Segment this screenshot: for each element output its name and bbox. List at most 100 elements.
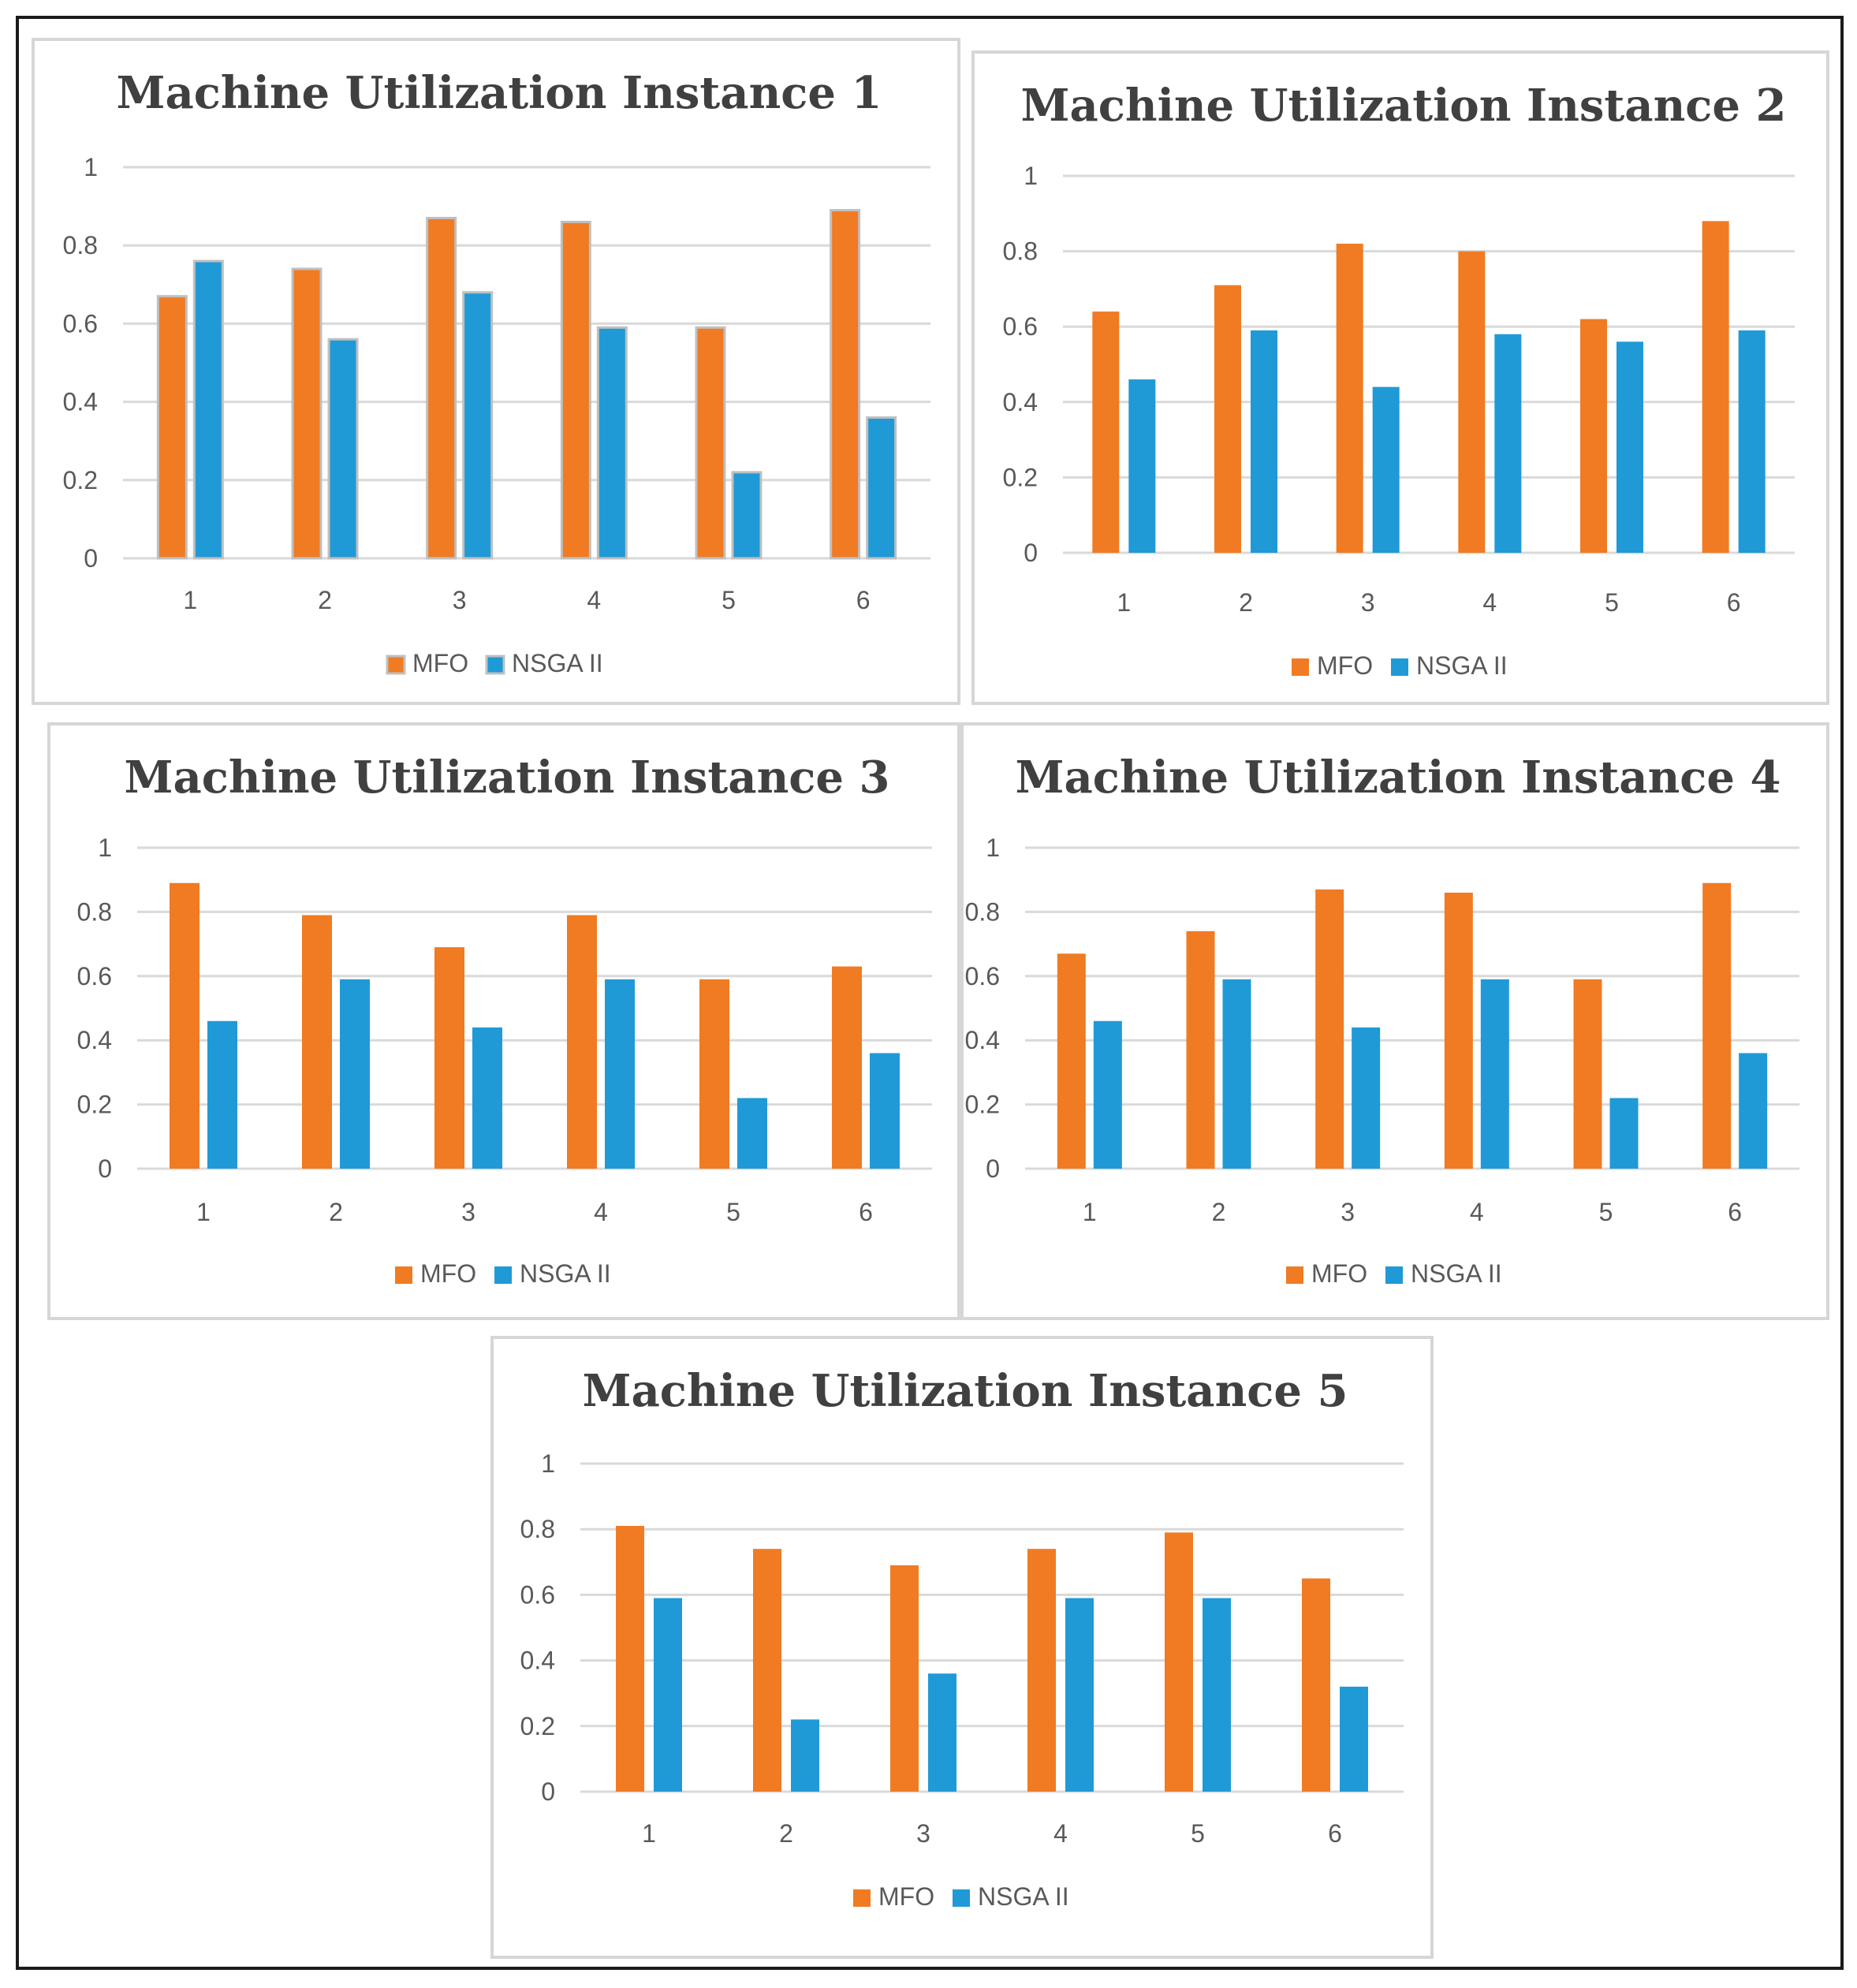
y-tick-label: 0.8 bbox=[63, 231, 98, 259]
legend: MFO NSGA II bbox=[1286, 1259, 1502, 1288]
x-tick-label: 4 bbox=[1470, 1198, 1484, 1226]
legend-label-nsga: NSGA II bbox=[978, 1882, 1069, 1911]
bar-nsga-3 bbox=[928, 1673, 956, 1792]
bar-nsga-6 bbox=[1738, 330, 1766, 553]
bar-nsga-2 bbox=[327, 338, 359, 560]
chart-title: Machine Utilization Instance 3 bbox=[124, 752, 889, 804]
x-tick-label: 6 bbox=[856, 586, 871, 614]
bar-nsga-3 bbox=[472, 1027, 502, 1169]
legend-swatch-nsga bbox=[1385, 1266, 1403, 1284]
legend-label-mfo: MFO bbox=[878, 1882, 934, 1911]
y-tick-label: 0 bbox=[84, 544, 98, 573]
x-tick-label: 6 bbox=[1727, 588, 1741, 617]
x-tick-label: 6 bbox=[1728, 1198, 1742, 1226]
x-tick-label: 1 bbox=[196, 1198, 211, 1226]
x-tick-label: 2 bbox=[779, 1819, 793, 1848]
bar-nsga-5 bbox=[737, 1098, 767, 1169]
bar-mfo-6 bbox=[830, 209, 861, 560]
bar-mfo-2 bbox=[291, 267, 323, 560]
bar-mfo-5 bbox=[1165, 1532, 1193, 1792]
bar-mfo-5 bbox=[695, 326, 726, 560]
bar-mfo-1 bbox=[170, 882, 199, 1169]
bar-chart: Machine Utilization Instance 2 0 0.2 0.4 0.6… bbox=[1003, 80, 1795, 680]
bar-mfo-1 bbox=[156, 295, 188, 560]
x-tick-label: 2 bbox=[318, 586, 332, 614]
bar-mfo-3 bbox=[890, 1565, 919, 1792]
bar-nsga-6 bbox=[1739, 1053, 1768, 1169]
legend-swatch-mfo bbox=[386, 655, 406, 675]
bar-nsga-1 bbox=[654, 1598, 682, 1792]
bar-nsga-5 bbox=[1609, 1098, 1639, 1169]
bar-nsga-4 bbox=[1494, 334, 1522, 553]
bar-mfo-2 bbox=[753, 1549, 781, 1792]
bar-chart: Machine Utilization Instance 5 0 0.2 0.4 0.6… bbox=[520, 1365, 1404, 1911]
chart-title: Machine Utilization Instance 1 bbox=[116, 67, 882, 119]
legend-swatch-mfo bbox=[1292, 658, 1309, 676]
legend-swatch-nsga bbox=[494, 1266, 512, 1284]
y-tick-label: 0 bbox=[986, 1154, 1000, 1183]
legend: MFO NSGA II bbox=[1292, 651, 1508, 680]
bar-mfo-6 bbox=[832, 966, 862, 1169]
legend-swatch-nsga bbox=[485, 655, 505, 675]
legend-label-nsga: NSGA II bbox=[1416, 651, 1508, 680]
x-tick-label: 6 bbox=[859, 1198, 873, 1226]
x-tick-label: 5 bbox=[1191, 1819, 1205, 1848]
bar-mfo-6 bbox=[1302, 1578, 1330, 1792]
chart-panel-instance-2: Machine Utilization Instance 2 0 0.2 0.4 0.6… bbox=[971, 50, 1829, 705]
y-tick-label: 0.8 bbox=[965, 897, 1000, 926]
bar-mfo-4 bbox=[1444, 892, 1473, 1169]
y-tick-label: 0.2 bbox=[77, 1091, 112, 1119]
x-tick-label: 1 bbox=[1083, 1198, 1097, 1226]
y-tick-label: 1 bbox=[541, 1449, 555, 1478]
bar-mfo-4 bbox=[1458, 251, 1486, 553]
y-tick-label: 0.6 bbox=[1003, 312, 1038, 341]
bar-nsga-1 bbox=[207, 1020, 237, 1169]
bar-nsga-2 bbox=[791, 1719, 819, 1792]
chart-title: Machine Utilization Instance 5 bbox=[582, 1365, 1348, 1417]
legend-swatch-mfo bbox=[853, 1889, 871, 1907]
chart-title: Machine Utilization Instance 2 bbox=[1020, 80, 1786, 132]
legend-label-mfo: MFO bbox=[412, 649, 468, 677]
bar-mfo-3 bbox=[434, 947, 464, 1169]
legend: MFO NSGA II bbox=[395, 1259, 611, 1288]
bar-mfo-5 bbox=[1573, 979, 1602, 1169]
y-tick-label: 0.6 bbox=[965, 962, 1000, 990]
y-tick-label: 0.4 bbox=[1003, 388, 1038, 416]
y-tick-label: 0.4 bbox=[520, 1647, 555, 1675]
legend-label-mfo: MFO bbox=[1317, 651, 1373, 680]
x-tick-label: 3 bbox=[1361, 588, 1375, 617]
x-tick-label: 3 bbox=[916, 1819, 930, 1848]
y-tick-label: 0.2 bbox=[520, 1712, 555, 1740]
y-tick-label: 0.8 bbox=[1003, 237, 1038, 266]
y-tick-label: 0.4 bbox=[63, 388, 98, 416]
bar-chart: Machine Utilization Instance 1 0 0.2 0.4 0.6… bbox=[63, 67, 930, 677]
bar-mfo-1 bbox=[616, 1526, 644, 1792]
legend: MFO NSGA II bbox=[386, 649, 603, 677]
x-tick-label: 5 bbox=[722, 586, 736, 614]
legend-label-mfo: MFO bbox=[420, 1259, 476, 1288]
y-tick-label: 0.6 bbox=[77, 962, 112, 990]
legend: MFO NSGA II bbox=[853, 1882, 1069, 1911]
bar-nsga-2 bbox=[340, 979, 370, 1169]
bar-chart: Machine Utilization Instance 4 0 0.2 0.4 0.6… bbox=[965, 752, 1799, 1288]
bar-nsga-2 bbox=[1222, 979, 1251, 1169]
x-tick-label: 5 bbox=[1599, 1198, 1613, 1226]
legend-label-nsga: NSGA II bbox=[512, 649, 603, 677]
bar-nsga-4 bbox=[1480, 979, 1509, 1169]
bar-chart: Machine Utilization Instance 3 0 0.2 0.4 0.6… bbox=[77, 752, 932, 1288]
y-tick-label: 0.8 bbox=[77, 897, 112, 926]
bar-mfo-6 bbox=[1702, 882, 1732, 1169]
y-tick-label: 0.2 bbox=[63, 466, 98, 494]
bar-mfo-3 bbox=[1336, 244, 1363, 553]
bar-nsga-4 bbox=[1065, 1598, 1094, 1792]
bar-mfo-2 bbox=[1214, 285, 1241, 553]
bar-nsga-1 bbox=[1093, 1020, 1122, 1169]
bar-mfo-4 bbox=[560, 220, 591, 560]
bar-mfo-5 bbox=[699, 979, 729, 1169]
bar-nsga-4 bbox=[605, 979, 635, 1169]
y-tick-label: 0.6 bbox=[520, 1580, 555, 1609]
legend-label-mfo: MFO bbox=[1311, 1259, 1367, 1288]
x-tick-label: 6 bbox=[1328, 1819, 1342, 1848]
bar-mfo-4 bbox=[567, 915, 597, 1169]
y-tick-label: 0.8 bbox=[520, 1515, 555, 1543]
